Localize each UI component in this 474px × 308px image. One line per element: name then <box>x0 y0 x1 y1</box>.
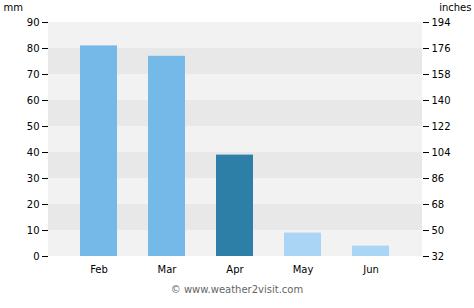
html-text:© www.weather2visit.com: © www.weather2visit.com <box>170 284 304 295</box>
svg-text:104: 104 <box>432 147 451 158</box>
svg-text:68: 68 <box>432 199 445 210</box>
svg-text:60: 60 <box>27 95 40 106</box>
svg-text:Jun: Jun <box>362 264 379 275</box>
svg-text:70: 70 <box>27 69 40 80</box>
svg-text:50: 50 <box>27 121 40 132</box>
svg-text:mm: mm <box>4 2 23 13</box>
svg-text:90: 90 <box>27 17 40 28</box>
svg-text:0: 0 <box>33 251 39 262</box>
svg-text:30: 30 <box>27 173 40 184</box>
svg-text:20: 20 <box>27 199 40 210</box>
svg-text:140: 140 <box>432 95 451 106</box>
svg-text:50: 50 <box>432 225 445 236</box>
svg-text:40: 40 <box>27 147 40 158</box>
svg-text:May: May <box>293 264 314 275</box>
svg-text:Feb: Feb <box>90 264 108 275</box>
svg-text:Apr: Apr <box>226 264 244 275</box>
svg-text:80: 80 <box>27 43 40 54</box>
svg-text:Mar: Mar <box>158 264 178 275</box>
svg-text:32: 32 <box>432 251 445 262</box>
svg-text:158: 158 <box>432 69 451 80</box>
svg-text:10: 10 <box>27 225 40 236</box>
svg-text:194: 194 <box>432 17 451 28</box>
svg-text:inches: inches <box>439 2 471 13</box>
svg-text:122: 122 <box>432 121 451 132</box>
svg-text:176: 176 <box>432 43 451 54</box>
svg-text:86: 86 <box>432 173 445 184</box>
